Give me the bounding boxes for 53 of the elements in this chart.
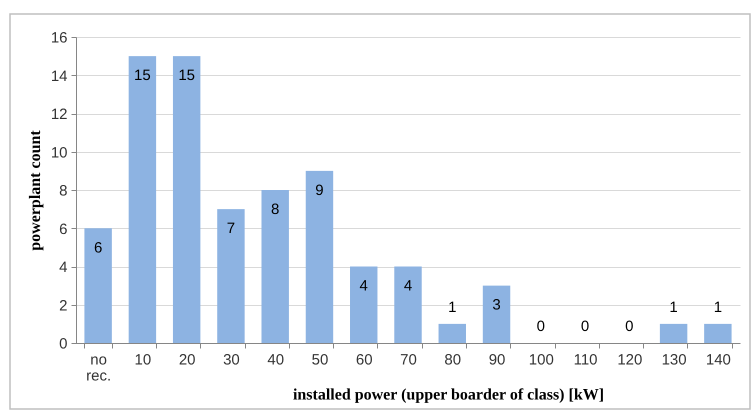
bar xyxy=(394,266,422,343)
bar xyxy=(306,170,334,343)
x-tick-label: 80 xyxy=(444,352,462,368)
x-tick-label: 40 xyxy=(267,352,284,368)
y-tick-label: 0 xyxy=(59,336,68,352)
x-tick-label: 90 xyxy=(488,352,506,368)
bar xyxy=(261,190,289,343)
data-label: 4 xyxy=(404,278,412,294)
data-label: 9 xyxy=(315,182,324,199)
y-axis-title: powerplant count xyxy=(26,130,44,251)
bar xyxy=(84,228,112,343)
data-label: 3 xyxy=(492,296,501,314)
data-label: 0 xyxy=(625,318,634,335)
bar xyxy=(217,209,245,343)
y-tick-label: 6 xyxy=(59,220,68,238)
bar xyxy=(482,286,510,343)
x-tick-label: 70 xyxy=(400,352,417,368)
y-tick-label: 14 xyxy=(50,68,68,85)
x-tick-label: 120 xyxy=(617,352,642,368)
x-tick-label: 110 xyxy=(574,352,598,368)
x-axis-title: installed power (upper boarder of class) [kW] xyxy=(292,386,604,404)
y-tick-label: 16 xyxy=(50,30,68,46)
x-tick-label: 20 xyxy=(178,352,196,368)
data-label: 15 xyxy=(178,67,196,84)
y-tick-label: 10 xyxy=(50,144,68,162)
bar xyxy=(128,56,156,343)
data-label: 1 xyxy=(669,298,678,316)
bar xyxy=(172,56,200,343)
y-tick-label: 8 xyxy=(59,182,68,200)
y-tick-label: 2 xyxy=(59,297,68,314)
y-tick-label: 12 xyxy=(50,106,68,123)
x-tick-label: 10 xyxy=(134,352,152,368)
x-tick-label: 140 xyxy=(706,352,731,368)
data-label: 15 xyxy=(134,67,151,84)
x-tick-label: 130 xyxy=(662,352,687,368)
data-label: 1 xyxy=(714,298,722,316)
bar xyxy=(704,324,732,343)
y-tick-label: 4 xyxy=(59,259,68,276)
bar xyxy=(438,324,466,343)
x-tick-label: 50 xyxy=(312,352,328,368)
data-label: 1 xyxy=(448,298,456,316)
data-label: 7 xyxy=(226,220,236,238)
x-tick-label: no rec. xyxy=(86,352,112,384)
data-label: 6 xyxy=(94,239,102,256)
data-label: 8 xyxy=(271,201,280,218)
x-tick-label: 30 xyxy=(223,352,240,368)
bar xyxy=(350,266,378,343)
x-tick-label: 100 xyxy=(528,352,554,368)
data-label: 4 xyxy=(360,278,368,294)
x-tick-label: 60 xyxy=(356,352,373,368)
data-label: 0 xyxy=(580,318,590,335)
bar xyxy=(660,324,688,343)
data-label: 0 xyxy=(536,318,545,335)
